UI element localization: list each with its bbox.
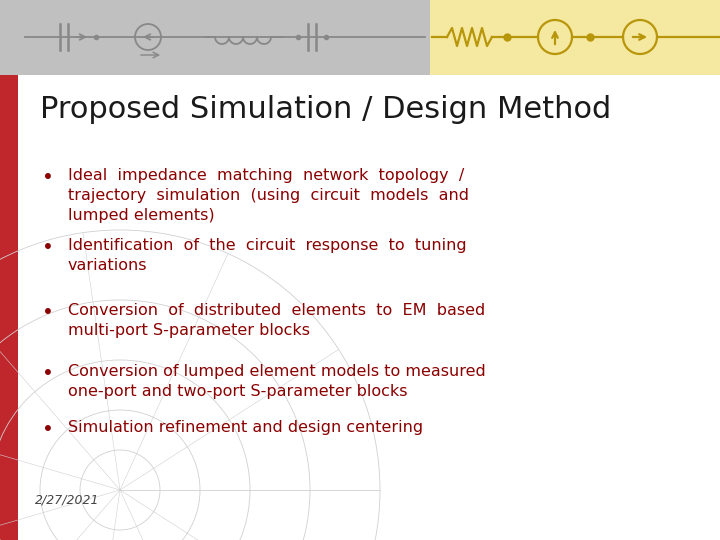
Text: 2/27/2021: 2/27/2021: [35, 494, 99, 507]
Text: Ideal  impedance  matching  network  topology  /
trajectory  simulation  (using : Ideal impedance matching network topolog…: [68, 168, 469, 222]
Text: •: •: [42, 238, 54, 257]
Text: •: •: [42, 168, 54, 187]
Bar: [430, 0, 720, 75]
Text: Conversion of lumped element models to measured
one-port and two-port S-paramete: Conversion of lumped element models to m…: [68, 364, 486, 399]
Bar: [0, 0, 430, 75]
Text: Conversion  of  distributed  elements  to  EM  based
multi-port S-parameter bloc: Conversion of distributed elements to EM…: [68, 303, 485, 338]
Text: •: •: [42, 303, 54, 322]
Text: •: •: [42, 420, 54, 439]
Text: Simulation refinement and design centering: Simulation refinement and design centeri…: [68, 420, 423, 435]
Text: •: •: [42, 364, 54, 383]
Text: Proposed Simulation / Design Method: Proposed Simulation / Design Method: [40, 96, 611, 125]
Bar: [0, 75, 18, 540]
Text: Identification  of  the  circuit  response  to  tuning
variations: Identification of the circuit response t…: [68, 238, 467, 273]
